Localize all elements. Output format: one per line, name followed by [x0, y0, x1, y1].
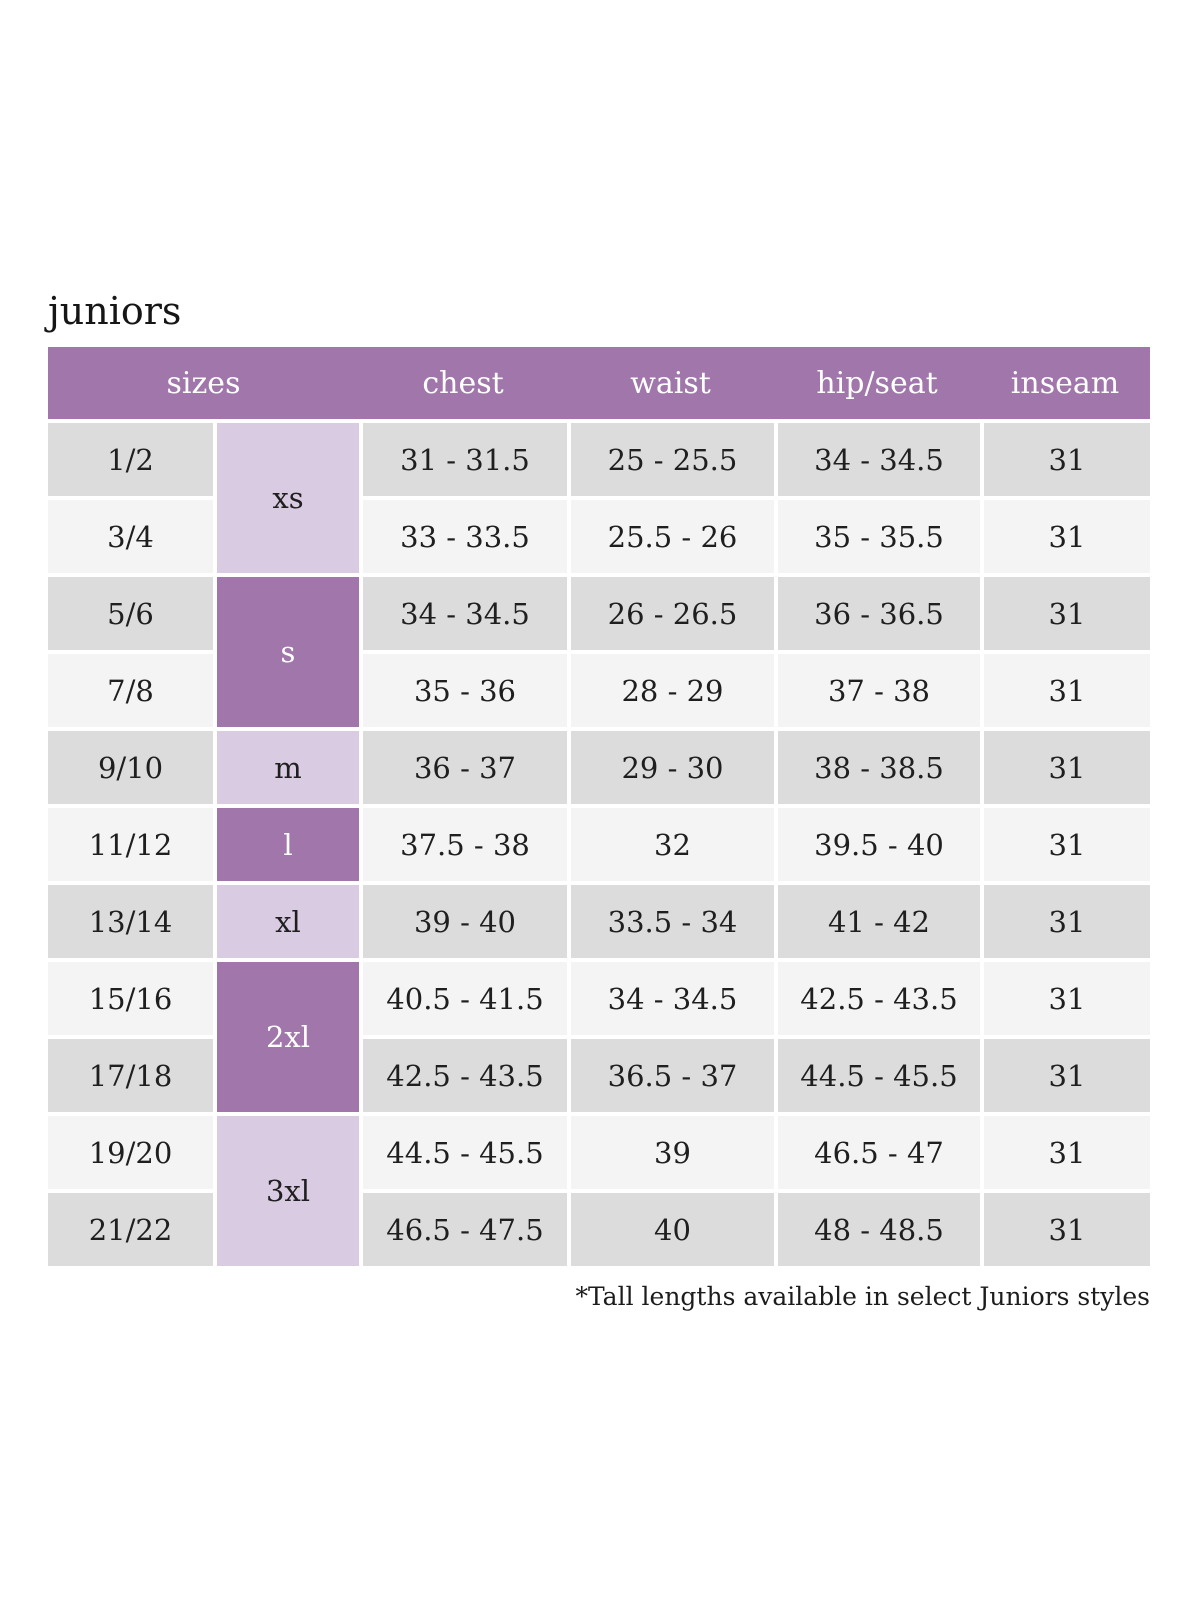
chest-cell: 46.5 - 47.5	[363, 1193, 567, 1267]
hip-seat-cell: 38 - 38.5	[778, 731, 980, 805]
waist-cell: 33.5 - 34	[571, 885, 774, 959]
table-row: 15/16 2xl 40.5 - 41.5 34 - 34.5 42.5 - 4…	[48, 962, 1150, 1113]
table-row: 11/12 l 37.5 - 38 32 39.5 - 40 31	[48, 808, 1150, 882]
table-body: 1/2 xs 31 - 31.5 25 - 25.5 34 - 34.5 31 …	[44, 419, 1154, 1270]
table-row: 9/10 m 36 - 37 29 - 30 38 - 38.5 31	[48, 731, 1150, 805]
waist-cell: 28 - 29	[571, 654, 774, 728]
table-row: 13/14 xl 39 - 40 33.5 - 34 41 - 42 31	[48, 885, 1150, 959]
size-group-cell-l: l	[217, 808, 359, 882]
chest-cell: 44.5 - 45.5	[363, 1116, 567, 1190]
table-row: 19/20 3xl 44.5 - 45.5 39 46.5 - 47 31	[48, 1116, 1150, 1267]
chest-cell: 40.5 - 41.5	[363, 962, 567, 1036]
size-cell: 7/8	[48, 654, 213, 728]
chest-cell: 35 - 36	[363, 654, 567, 728]
hip-seat-cell: 34 - 34.5	[778, 423, 980, 497]
size-cell: 15/16	[48, 962, 213, 1036]
waist-cell: 25.5 - 26	[571, 500, 774, 574]
juniors-size-table: 1/2 xs 31 - 31.5 25 - 25.5 34 - 34.5 31 …	[44, 419, 1154, 1270]
chest-cell: 39 - 40	[363, 885, 567, 959]
table-row: 7/8 35 - 36 28 - 29 37 - 38 31	[48, 654, 1150, 728]
table-row: 5/6 s 34 - 34.5 26 - 26.5 36 - 36.5 31	[48, 577, 1150, 728]
size-cell: 17/18	[48, 1039, 213, 1113]
hip-seat-cell: 46.5 - 47	[778, 1116, 980, 1190]
hip-seat-cell: 36 - 36.5	[778, 577, 980, 651]
size-cell: 1/2	[48, 423, 213, 497]
size-cell: 13/14	[48, 885, 213, 959]
size-cell: 9/10	[48, 731, 213, 805]
size-chart-content: juniors sizes chest waist hip/seat insea…	[48, 288, 1150, 1311]
hip-seat-cell: 35 - 35.5	[778, 500, 980, 574]
size-group-cell-xs: xs	[217, 423, 359, 574]
hip-seat-cell: 37 - 38	[778, 654, 980, 728]
waist-cell: 40	[571, 1193, 774, 1267]
table-row: 21/22 46.5 - 47.5 40 48 - 48.5 31	[48, 1193, 1150, 1267]
table-header-row: sizes chest waist hip/seat inseam	[48, 347, 1150, 420]
inseam-cell: 31	[984, 1116, 1150, 1190]
size-cell: 3/4	[48, 500, 213, 574]
waist-cell: 39	[571, 1116, 774, 1190]
header-cell-hip-seat: hip/seat	[816, 365, 938, 401]
inseam-cell: 31	[984, 654, 1150, 728]
size-cell: 19/20	[48, 1116, 213, 1190]
waist-cell: 25 - 25.5	[571, 423, 774, 497]
size-group-cell-xl: xl	[217, 885, 359, 959]
inseam-cell: 31	[984, 500, 1150, 574]
waist-cell: 34 - 34.5	[571, 962, 774, 1036]
size-group-cell-s: s	[217, 577, 359, 728]
size-cell: 21/22	[48, 1193, 213, 1267]
tall-lengths-footnote: *Tall lengths available in select Junior…	[575, 1282, 1150, 1312]
size-cell: 11/12	[48, 808, 213, 882]
chest-cell: 42.5 - 43.5	[363, 1039, 567, 1113]
inseam-cell: 31	[984, 1039, 1150, 1113]
table-row: 3/4 33 - 33.5 25.5 - 26 35 - 35.5 31	[48, 500, 1150, 574]
hip-seat-cell: 42.5 - 43.5	[778, 962, 980, 1036]
chest-cell: 37.5 - 38	[363, 808, 567, 882]
hip-seat-cell: 48 - 48.5	[778, 1193, 980, 1267]
size-cell: 5/6	[48, 577, 213, 651]
waist-cell: 29 - 30	[571, 731, 774, 805]
size-group-cell-2xl: 2xl	[217, 962, 359, 1113]
inseam-cell: 31	[984, 808, 1150, 882]
inseam-cell: 31	[984, 885, 1150, 959]
hip-seat-cell: 39.5 - 40	[778, 808, 980, 882]
header-cell-waist: waist	[630, 365, 711, 401]
header-cell-chest: chest	[422, 365, 504, 401]
inseam-cell: 31	[984, 962, 1150, 1036]
waist-cell: 26 - 26.5	[571, 577, 774, 651]
page-title: juniors	[48, 289, 182, 333]
inseam-cell: 31	[984, 577, 1150, 651]
chest-cell: 34 - 34.5	[363, 577, 567, 651]
size-group-cell-m: m	[217, 731, 359, 805]
inseam-cell: 31	[984, 423, 1150, 497]
table-row: 1/2 xs 31 - 31.5 25 - 25.5 34 - 34.5 31	[48, 423, 1150, 574]
waist-cell: 32	[571, 808, 774, 882]
chest-cell: 33 - 33.5	[363, 500, 567, 574]
chest-cell: 31 - 31.5	[363, 423, 567, 497]
hip-seat-cell: 41 - 42	[778, 885, 980, 959]
size-group-cell-3xl: 3xl	[217, 1116, 359, 1267]
header-cell-inseam: inseam	[1010, 365, 1120, 401]
hip-seat-cell: 44.5 - 45.5	[778, 1039, 980, 1113]
chest-cell: 36 - 37	[363, 731, 567, 805]
inseam-cell: 31	[984, 731, 1150, 805]
table-row: 17/18 42.5 - 43.5 36.5 - 37 44.5 - 45.5 …	[48, 1039, 1150, 1113]
inseam-cell: 31	[984, 1193, 1150, 1267]
waist-cell: 36.5 - 37	[571, 1039, 774, 1113]
header-cell-sizes: sizes	[166, 365, 241, 401]
